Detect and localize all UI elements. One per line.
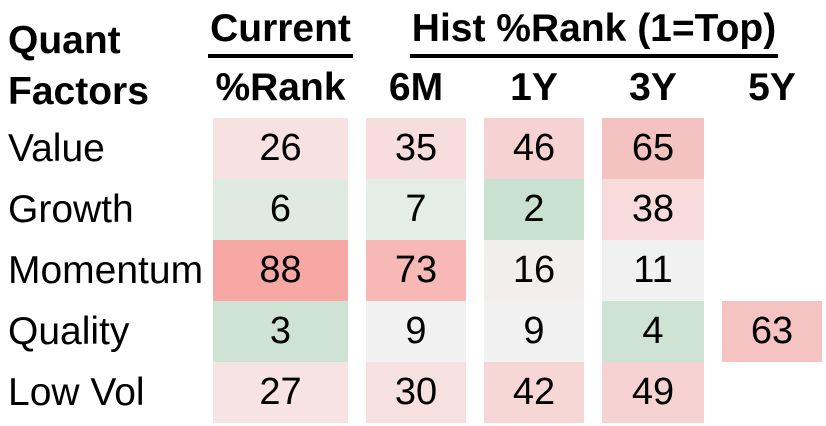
row-label-momentum: Momentum xyxy=(8,248,204,292)
cell-quality-1y: 9 xyxy=(484,301,584,362)
cell-quality-current: 3 xyxy=(213,301,348,362)
corner-line-2: Factors xyxy=(8,70,149,113)
cell-low-vol-3y: 49 xyxy=(602,362,704,423)
column-header-3y: 3Y xyxy=(629,66,677,109)
cell-momentum-6m: 73 xyxy=(366,240,466,301)
row-label-quality: Quality xyxy=(8,309,130,353)
column-header-current-rank: %Rank xyxy=(215,66,346,109)
cell-growth-1y: 2 xyxy=(484,179,584,240)
cell-value-1y: 46 xyxy=(484,118,584,179)
cell-momentum-3y: 11 xyxy=(602,240,704,301)
group-header-current-label: Current xyxy=(208,7,353,58)
group-header-current: Current xyxy=(208,6,353,58)
cell-value-3y: 65 xyxy=(602,118,704,179)
rank-table: Quant Factors Current Hist %Rank (1=Top)… xyxy=(8,6,822,423)
cell-momentum-current: 88 xyxy=(213,240,348,301)
cell-growth-current: 6 xyxy=(213,179,348,240)
cell-value-6m: 35 xyxy=(366,118,466,179)
row-label-value: Value xyxy=(8,126,105,170)
cell-low-vol-6m: 30 xyxy=(366,362,466,423)
row-label-low-vol: Low Vol xyxy=(8,370,145,414)
cell-low-vol-5y xyxy=(722,362,822,423)
cell-growth-5y xyxy=(722,179,822,240)
cell-quality-3y: 4 xyxy=(602,301,704,362)
group-header-hist: Hist %Rank (1=Top) xyxy=(366,6,822,58)
cell-momentum-1y: 16 xyxy=(484,240,584,301)
column-header-6m: 6M xyxy=(388,66,444,109)
table-corner-title: Quant Factors xyxy=(8,6,195,118)
cell-quality-6m: 9 xyxy=(366,301,466,362)
cell-momentum-5y xyxy=(722,240,822,301)
cell-value-5y xyxy=(722,118,822,179)
corner-line-1: Quant xyxy=(8,19,121,62)
group-header-hist-label: Hist %Rank (1=Top) xyxy=(409,7,779,58)
cell-low-vol-current: 27 xyxy=(213,362,348,423)
cell-quality-5y: 63 xyxy=(722,301,822,362)
column-header-1y: 1Y xyxy=(510,66,558,109)
cell-low-vol-1y: 42 xyxy=(484,362,584,423)
cell-growth-3y: 38 xyxy=(602,179,704,240)
cell-value-current: 26 xyxy=(213,118,348,179)
column-header-5y: 5Y xyxy=(748,66,796,109)
cell-growth-6m: 7 xyxy=(366,179,466,240)
row-label-growth: Growth xyxy=(8,187,134,231)
